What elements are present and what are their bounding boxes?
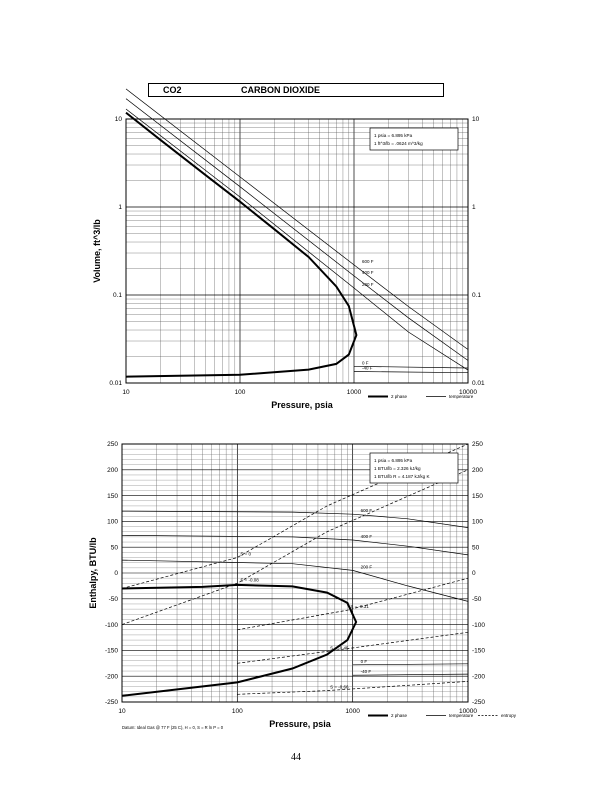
y-tick-label-right: 100: [472, 519, 483, 526]
x-axis-title: Pressure, psia: [271, 400, 334, 410]
y-tick-label-right: 0.1: [472, 292, 481, 299]
x-tick-label: 1000: [347, 389, 362, 396]
entropy-line: [121, 443, 469, 589]
legend-label: 2 phase: [391, 394, 408, 399]
y-tick-label-left: -250: [105, 699, 118, 706]
entropy-line: [121, 469, 469, 625]
entropy-label: S = 0: [240, 552, 251, 557]
y-axis-title: Volume, ft^3/lb: [92, 219, 102, 283]
conversion-text: 1 BTU/lb R = 4.187 kJ/kg K: [374, 474, 430, 479]
y-tick-label-right: -50: [472, 596, 482, 603]
entropy-label: S = -0.45: [330, 645, 349, 650]
x-tick-label: 10000: [459, 389, 477, 396]
y-tick-label-left: 150: [107, 493, 118, 500]
x-tick-label: 10: [118, 708, 126, 715]
isotherm-line: [121, 510, 469, 528]
two-phase-curve: [125, 111, 358, 378]
y-tick-label-left: 0.01: [109, 380, 122, 387]
isotherm-line: [121, 534, 469, 556]
fluid-code: CO2: [163, 85, 182, 95]
y-tick-label-right: -200: [472, 673, 485, 680]
y-tick-label-left: 100: [107, 519, 118, 526]
plot-frame: [121, 443, 469, 703]
conversion-box: [369, 127, 459, 151]
y-tick-label-right: 10: [472, 116, 480, 123]
entropy-line: [237, 631, 469, 664]
conversion-text: 1 psia = 6.895 kPa: [374, 133, 413, 138]
isotherm-label: 400 F: [361, 534, 373, 539]
isotherm-label: 200 F: [361, 564, 373, 569]
plot-frame: [125, 118, 469, 384]
isotherm-label: 600 F: [361, 508, 373, 513]
x-tick-label: 1000: [345, 708, 360, 715]
conversion-text: 1 BTU/lb = 2.326 kJ/kg: [374, 466, 421, 471]
y-tick-label-left: 200: [107, 467, 118, 474]
y-tick-label-right: -150: [472, 648, 485, 655]
isotherm-label: 0 F: [362, 360, 369, 365]
y-tick-label-right: -250: [472, 699, 485, 706]
isotherm-line: [352, 663, 469, 666]
x-tick-label: 100: [235, 389, 246, 396]
y-tick-label-right: -100: [472, 622, 485, 629]
chart-title-box: CO2 CARBON DIOXIDE: [148, 83, 444, 97]
isotherm-label: 600 F: [362, 259, 374, 264]
y-tick-label-left: 1: [118, 204, 122, 211]
y-tick-label-left: -50: [109, 596, 119, 603]
x-tick-label: 100: [232, 708, 243, 715]
isotherm-label: -40 F: [361, 669, 372, 674]
isotherm-line: [125, 88, 469, 350]
legend-label: 2 phase: [391, 713, 408, 718]
isotherm-line: [125, 108, 469, 371]
y-tick-label-left: 250: [107, 441, 118, 448]
y-tick-label-left: 0: [114, 570, 118, 577]
datum-footnote: Datum: Ideal Gas @ 77 F (25 C), H = 0, S…: [122, 725, 224, 730]
y-tick-label-right: 200: [472, 467, 483, 474]
isotherm-line: [125, 98, 469, 361]
conversion-text: 1 ft^3/lb = .0624 m^3/kg: [374, 141, 423, 146]
isotherm-label: -40 F: [362, 366, 373, 371]
isotherm-line: [353, 365, 469, 369]
y-tick-label-left: 50: [111, 544, 119, 551]
entropy-label: S = -0.08: [240, 577, 259, 582]
legend-label: temperature: [449, 713, 474, 718]
y-tick-label-left: 10: [115, 116, 123, 123]
y-tick-label-left: -150: [105, 648, 118, 655]
isotherm-line: [352, 673, 469, 676]
legend-label: temperature: [449, 394, 474, 399]
y-tick-label-left: -200: [105, 673, 118, 680]
fluid-name: CARBON DIOXIDE: [241, 85, 321, 95]
entropy-label: S = -0.66: [330, 685, 349, 690]
x-tick-label: 10000: [459, 708, 477, 715]
conversion-box: [369, 452, 459, 484]
y-tick-label-right: 250: [472, 441, 483, 448]
y-tick-label-right: 1: [472, 204, 476, 211]
x-tick-label: 10: [122, 389, 130, 396]
entropy-label: S = -0.31: [350, 604, 369, 609]
y-tick-label-left: -100: [105, 622, 118, 629]
y-tick-label-right: 0.01: [472, 380, 485, 387]
isotherm-line: [353, 371, 469, 374]
y-axis-title: Enthalpy, BTU/lb: [88, 537, 98, 609]
isotherm-label: 0 F: [361, 659, 368, 664]
x-axis-title: Pressure, psia: [269, 719, 332, 729]
isotherm-label: 400 F: [362, 270, 374, 275]
isotherm-line: [121, 559, 469, 602]
y-tick-label-right: 150: [472, 493, 483, 500]
y-tick-label-left: 0.1: [113, 292, 122, 299]
y-tick-label-right: 50: [472, 544, 480, 551]
page-number: 44: [291, 752, 301, 763]
y-tick-label-right: 0: [472, 570, 476, 577]
conversion-text: 1 psia = 6.895 kPa: [374, 458, 413, 463]
legend-label: entropy: [501, 713, 517, 718]
entropy-line: [237, 577, 469, 631]
isotherm-label: 200 F: [362, 282, 374, 287]
two-phase-curve: [121, 583, 358, 697]
